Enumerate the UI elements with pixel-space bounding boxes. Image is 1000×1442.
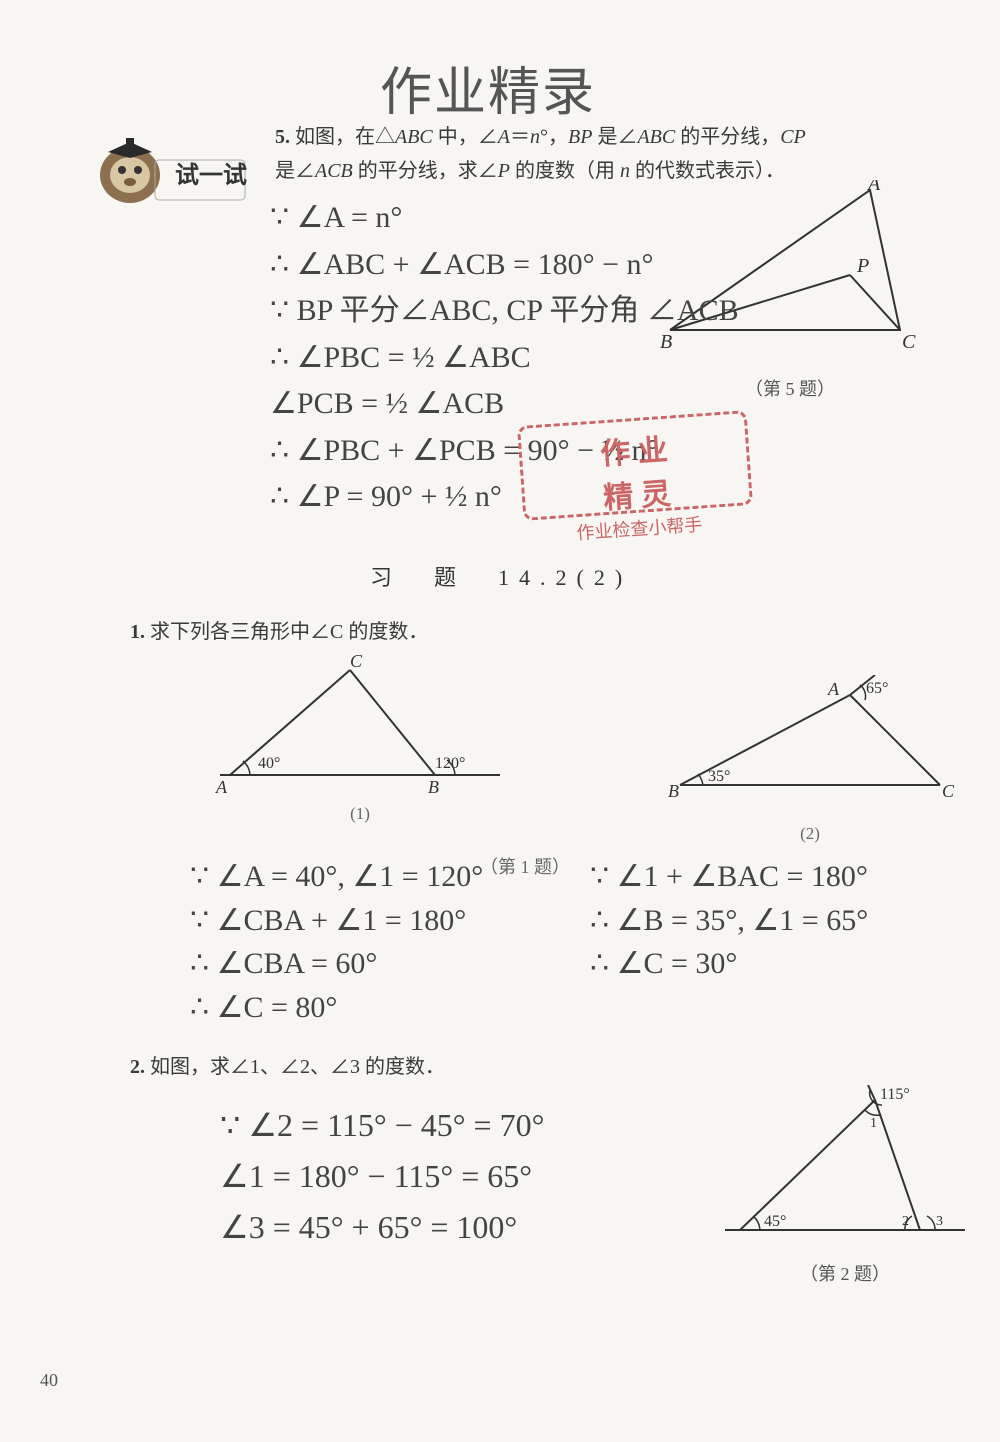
svg-text:65°: 65° (866, 680, 888, 697)
q2-work: ∵ ∠2 = 115° − 45° = 70° ∠1 = 180° − 115°… (220, 1100, 544, 1254)
svg-text:45°: 45° (764, 1213, 786, 1230)
svg-text:A: A (827, 679, 840, 699)
q1-work-left: ∵ ∠A = 40°, ∠1 = 120° ∵ ∠CBA + ∠1 = 180°… (190, 855, 483, 1029)
svg-text:B: B (428, 777, 439, 795)
stamp: 作 业 精 灵 作业检查小帮手 (517, 410, 753, 521)
question-1: 1. 求下列各三角形中∠C 的度数． 40° 120° A B C (1) (130, 615, 930, 644)
svg-text:120°: 120° (435, 755, 465, 772)
label-C: C (902, 331, 916, 353)
label-P: P (856, 255, 869, 277)
svg-text:35°: 35° (708, 768, 730, 785)
q1-work-right: ∵ ∠1 + ∠BAC = 180° ∴ ∠B = 35°, ∠1 = 65° … (590, 855, 868, 986)
svg-text:C: C (350, 655, 363, 671)
svg-text:40°: 40° (258, 755, 280, 772)
q2-figure: 45° 115° 1 2 3 （第 2 题） (720, 1085, 970, 1286)
svg-text:1: 1 (870, 1116, 877, 1131)
svg-text:C: C (942, 781, 955, 801)
section-header: 习 题 14.2(2) (370, 560, 632, 592)
mascot: 试一试 (80, 120, 250, 210)
svg-text:115°: 115° (880, 1086, 910, 1103)
page-number: 40 (40, 1370, 58, 1391)
q2-figure-caption: （第 2 题） (720, 1260, 970, 1286)
q5-prompt: 5. 如图，在△ABC 中，∠A＝n°，BP 是∠ABC 的平分线，CP 是∠A… (275, 120, 915, 188)
svg-text:2: 2 (902, 1214, 909, 1229)
question-2: 2. 如图，求∠1、∠2、∠3 的度数． ∵ ∠2 = 115° − 45° =… (130, 1050, 930, 1079)
svg-text:A: A (215, 777, 228, 795)
header-handwriting: 作业精录 (380, 50, 596, 125)
svg-text:3: 3 (936, 1214, 943, 1229)
question-5: 5. 如图，在△ABC 中，∠A＝n°，BP 是∠ABC 的平分线，CP 是∠A… (275, 120, 915, 188)
q1-figure-1: 40° 120° A B C (1) (210, 655, 510, 824)
svg-text:B: B (668, 781, 679, 801)
label-A: A (866, 180, 881, 195)
mascot-label: 试一试 (175, 155, 247, 190)
q1-figure-caption: （第 1 题） (480, 853, 570, 879)
q1-figure-2: 35° 65° B C A (2) (660, 675, 960, 844)
